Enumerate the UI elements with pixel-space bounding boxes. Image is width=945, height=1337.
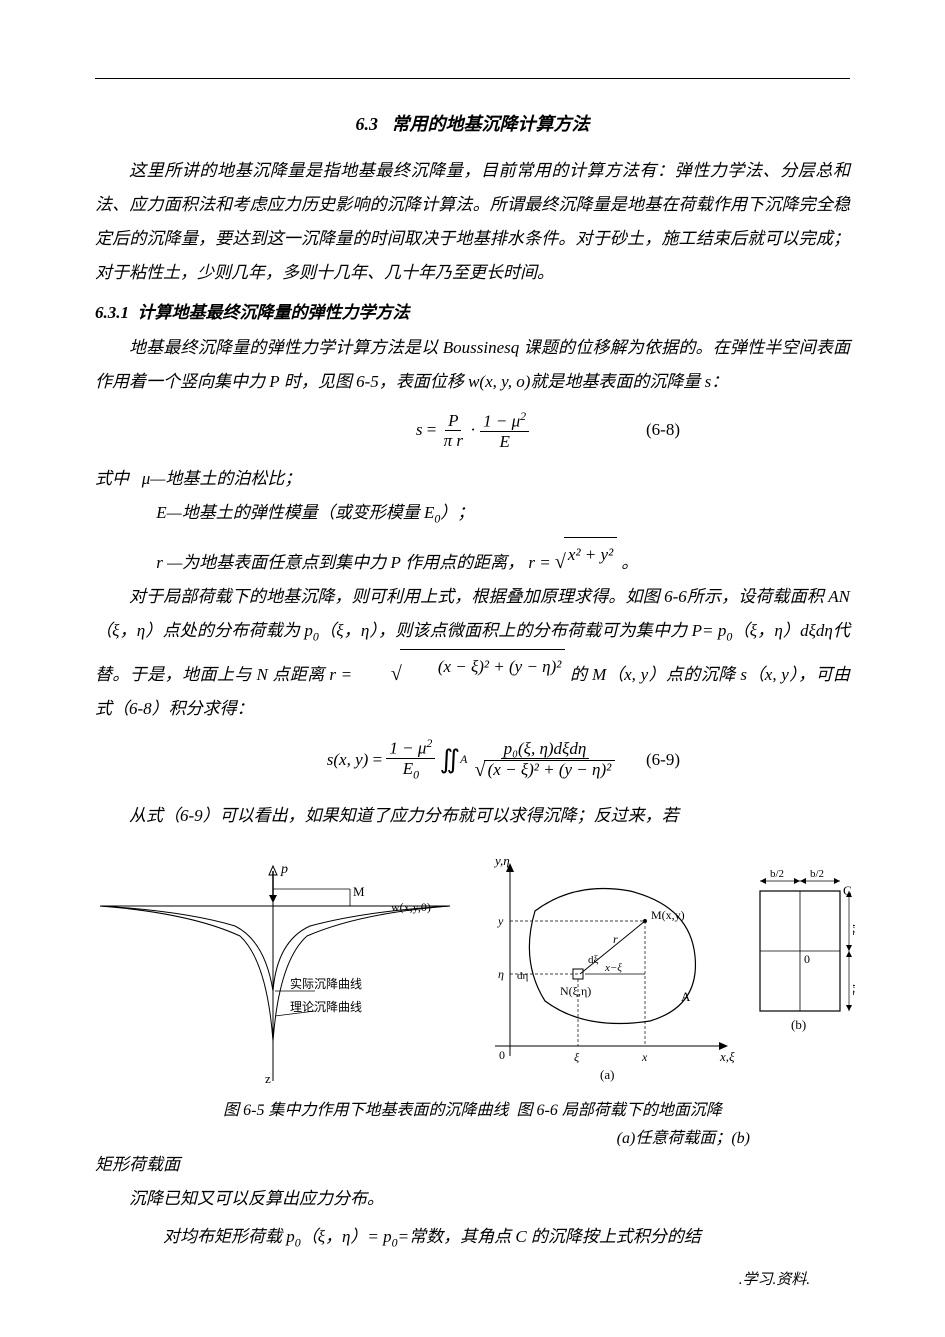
section-title: 6.3 常用的地基沉降计算方法	[95, 110, 850, 136]
subsection-heading: 6.3.1 计算地基最终沉降量的弹性力学方法	[95, 298, 850, 323]
para6-c: =常数，其角点	[398, 1227, 516, 1246]
label-x-xi: x,ξ	[719, 1049, 735, 1064]
intro-paragraph: 这里所讲的地基沉降量是指地基最终沉降量，目前常用的计算方法有：弹性力学法、分层总…	[95, 154, 850, 290]
label-r: r	[613, 932, 618, 946]
label-Nxi-eta: N(ξ,η)	[560, 984, 591, 998]
where-label: 式中	[95, 469, 129, 488]
caption-rect: 矩形荷载面	[95, 1148, 850, 1182]
fig-6-5-svg: p M w(x,y,0) 实际沉降曲线 理论沉降曲线 z	[95, 851, 455, 1086]
para2-c: 就是地基表面的沉降量	[530, 372, 704, 391]
label-b2-1: b/2	[770, 868, 784, 880]
label-z: z	[265, 1071, 271, 1086]
sqrt-dist: √(x − ξ)² + (y − η)²	[357, 649, 566, 684]
label-zero2: 0	[804, 952, 810, 966]
eq1-frac2: 1 − μ2 E	[480, 411, 529, 450]
label-l2-2: l/2	[850, 984, 855, 996]
integral-icon: ∬	[440, 748, 461, 771]
figure-6-6: y,η x,ξ 0 A M(x,y) N(ξ,η) r dξ x−ξ dη	[465, 851, 855, 1091]
label-xi: ξ	[574, 1050, 580, 1064]
fig-6-6-svg: y,η x,ξ 0 A M(x,y) N(ξ,η) r dξ x−ξ dη	[465, 851, 855, 1086]
label-A: A	[681, 989, 691, 1004]
label-zero: 0	[499, 1048, 505, 1062]
equation-6-9: s(x, y) = 1 − μ2 E0 ∬A p₀(ξ, η)dξdη √(x …	[95, 738, 850, 781]
caption-sub: (a)任意荷载面；(b)	[95, 1124, 850, 1148]
where-mu: —地基土的泊松比；	[150, 469, 301, 488]
eq2-frac2: p₀(ξ, η)dξdη √(x − ξ)² + (y − η)²	[472, 740, 619, 780]
eq1-frac1: P π r	[441, 412, 466, 449]
label-a: (a)	[600, 1067, 614, 1082]
where-E-end: ）；	[440, 503, 474, 522]
para3-b: （ξ，η），则该点微面积上的分布荷载可为集中力	[319, 621, 692, 640]
section-number: 6.3	[356, 114, 379, 134]
label-Mxy: M(x,y)	[651, 908, 685, 922]
para6-d: 的沉降按上式积分的结	[527, 1227, 701, 1246]
caption-6-5: 图 6-5 集中力作用下地基表面的沉降曲线	[223, 1102, 508, 1119]
label-dxi: dξ	[588, 954, 599, 966]
label-p: p	[280, 862, 288, 877]
paragraph-2: 地基最终沉降量的弹性力学计算方法是以 Boussinesq 课题的位移解为依据的…	[95, 331, 850, 399]
sqrt-r: √x² + y²	[555, 537, 617, 572]
label-x-minus-xi: x−ξ	[604, 962, 622, 974]
label-M: M	[353, 884, 365, 899]
section-title-text: 常用的地基沉降计算方法	[392, 114, 590, 134]
paragraph-3: 对于局部荷载下的地基沉降，则可利用上式，根据叠加原理求得。如图 6-6所示，设荷…	[95, 580, 850, 726]
label-theory: 理论沉降曲线	[290, 1000, 362, 1014]
para6-a: 对均布矩形荷载	[163, 1227, 286, 1246]
eq2-frac1: 1 − μ2 E0	[386, 738, 435, 781]
label-b2-2: b/2	[810, 868, 824, 880]
where-r: —为地基表面任意点到集中力	[163, 553, 391, 572]
where-r-line: r —为地基表面任意点到集中力 P 作用点的距离， r = √x² + y² 。	[95, 537, 850, 580]
header-rule	[95, 78, 850, 79]
eq1-lhs: s	[416, 420, 423, 440]
label-dn: dη	[517, 970, 529, 982]
where-block: 式中 μ—地基土的泊松比；	[95, 462, 850, 496]
label-wxy0: w(x,y,0)	[391, 900, 431, 914]
paragraph-4: 从式（6-9）可以看出，如果知道了应力分布就可以求得沉降；反过来，若	[95, 799, 850, 833]
paragraph-6: 对均布矩形荷载 p0（ξ，η）= p0=常数，其角点 C 的沉降按上式积分的结	[95, 1220, 850, 1255]
figure-captions: 图 6-5 集中力作用下地基表面的沉降曲线 图 6-6 局部荷载下的地面沉降	[95, 1097, 850, 1124]
label-b: (b)	[791, 1017, 806, 1032]
label-eta: η	[498, 967, 504, 981]
para6-b: （ξ，η）=	[301, 1227, 383, 1246]
label-l2-1: l/2	[850, 924, 855, 936]
eq1-number: (6-8)	[646, 420, 680, 440]
where-E: —地基土的弹性模量（或变形模量	[167, 503, 424, 522]
footer-text: .学习.资料.	[739, 1268, 810, 1289]
label-y: y	[497, 914, 504, 928]
label-C: C	[843, 883, 852, 898]
paragraph-5: 沉降已知又可以反算出应力分布。	[95, 1182, 850, 1216]
label-x: x	[641, 1050, 648, 1064]
subsection-title: 计算地基最终沉降量的弹性力学方法	[138, 303, 410, 322]
figures-row: p M w(x,y,0) 实际沉降曲线 理论沉降曲线 z y,η x,ξ 0	[95, 851, 850, 1091]
eq2-lhs: s(x, y)	[327, 750, 369, 770]
subsection-number: 6.3.1	[95, 303, 129, 322]
where-E-line: E—地基土的弹性模量（或变形模量 E0）；	[95, 496, 850, 531]
para2-b: 时，见图 6-5，表面位移	[280, 372, 468, 391]
eq2-number: (6-9)	[646, 750, 680, 770]
equation-6-8: s = P π r · 1 − μ2 E (6-8)	[95, 411, 850, 450]
label-actual: 实际沉降曲线	[290, 976, 362, 991]
where-r-mid: 作用点的距离，	[401, 553, 524, 572]
label-y-eta: y,η	[493, 853, 510, 868]
figure-6-5: p M w(x,y,0) 实际沉降曲线 理论沉降曲线 z	[95, 851, 455, 1091]
caption-6-6: 图 6-6 局部荷载下的地面沉降	[517, 1102, 722, 1119]
